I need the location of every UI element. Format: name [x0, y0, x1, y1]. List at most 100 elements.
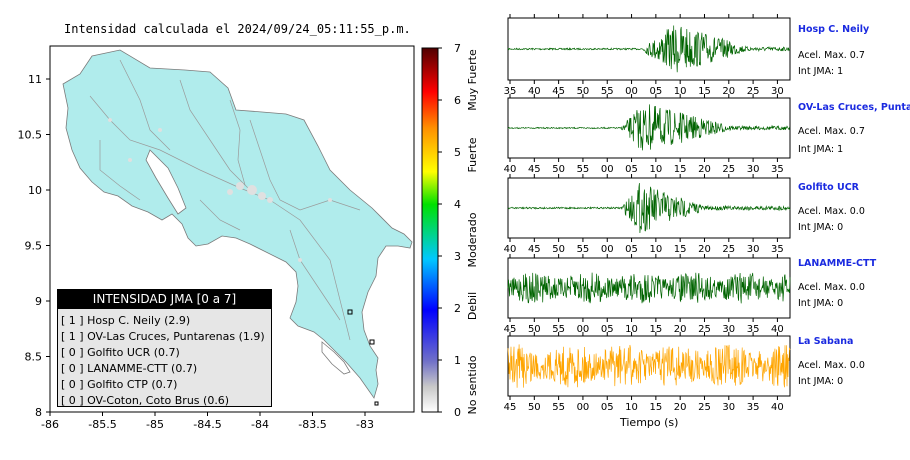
- x-axis-label: Tiempo (s): [620, 416, 679, 429]
- map-x-tick-label: -83.5: [298, 418, 326, 431]
- colorbar-ticks: 0 1 2 3 4 5 6 7: [438, 42, 461, 419]
- waveform-tick-label: 00: [577, 402, 590, 413]
- waveform-tick-label: 10: [625, 324, 638, 335]
- waveform-tick-label: 05: [625, 244, 638, 255]
- legend-title: INTENSIDAD JMA [0 a 7]: [58, 290, 271, 309]
- waveform-tick-label: 30: [722, 402, 735, 413]
- waveform-tick-label: 35: [771, 244, 784, 255]
- waveform-tick-label: 30: [747, 244, 760, 255]
- legend-item: [ 0 ] OV-Coton, Coto Brus (0.6): [61, 394, 230, 407]
- colorbar-category-label: Fuerte: [466, 137, 479, 172]
- waveform-tick-label: 25: [747, 86, 760, 97]
- map-x-tick-label: -85: [146, 418, 164, 431]
- map-x-axis: -86 -85.5 -85 -84.5 -84 -83.5 -83: [41, 412, 374, 431]
- waveform-tick-label: 25: [722, 164, 735, 175]
- waveform-tick-label: 50: [552, 244, 565, 255]
- golfo-dulce: [321, 341, 351, 375]
- station-acel: Acel. Max. 0.7: [798, 126, 865, 137]
- legend-item: [ 0 ] Golfito UCR (0.7): [61, 346, 180, 359]
- map-x-tick-label: -85.5: [88, 418, 116, 431]
- waveform-tick-label: 55: [577, 244, 590, 255]
- waveform-tick-label: 30: [722, 324, 735, 335]
- waveform-tick-label: 40: [771, 402, 784, 413]
- waveform-tick-label: 30: [771, 86, 784, 97]
- station-acel: Acel. Max. 0.0: [798, 360, 865, 371]
- waveform-tick-label: 25: [698, 402, 711, 413]
- map-y-tick-label: 11: [28, 73, 42, 86]
- waveform-tick-label: 00: [601, 164, 614, 175]
- waveform-tick-label: 15: [649, 402, 662, 413]
- colorbar-tick-label: 4: [454, 198, 461, 211]
- station-name: Hosp C. Neily: [798, 24, 870, 35]
- waveform-tick-label: 35: [771, 164, 784, 175]
- waveform-tick-label: 50: [552, 164, 565, 175]
- colorbar-tick-label: 7: [454, 42, 461, 55]
- station-acel: Acel. Max. 0.7: [798, 50, 865, 61]
- map-x-tick-label: -84: [251, 418, 269, 431]
- golfo-nicoya: [145, 149, 187, 215]
- map-y-tick-label: 8.5: [25, 351, 43, 364]
- station-acel: Acel. Max. 0.0: [798, 206, 865, 217]
- waveform-trace: [507, 272, 791, 304]
- waveform-tick-label: 20: [674, 324, 687, 335]
- station-acel: Acel. Max. 0.0: [798, 282, 865, 293]
- waveform-trace: [507, 183, 791, 234]
- waveform-tick-label: 00: [601, 244, 614, 255]
- waveform-tick-label: 10: [625, 402, 638, 413]
- waveform-tick-label: 40: [504, 164, 517, 175]
- waveform-tick-label: 00: [625, 86, 638, 97]
- map-y-tick-label: 9: [35, 295, 42, 308]
- waveform-tick-label: 20: [722, 86, 735, 97]
- waveform-tick-label: 35: [747, 402, 760, 413]
- waveform-tick-label: 35: [504, 86, 517, 97]
- legend-item: [ 1 ] OV-Las Cruces, Puntarenas (1.9): [61, 330, 265, 343]
- map-x-tick-label: -86: [41, 418, 59, 431]
- waveform-tick-label: 15: [674, 164, 687, 175]
- waveform-tick-label: 45: [552, 86, 565, 97]
- waveform-tick-label: 20: [698, 164, 711, 175]
- colorbar-category-label: Muy Fuerte: [466, 49, 479, 111]
- colorbar-category-label: No sentido: [466, 355, 479, 414]
- station-markers: [347, 309, 379, 406]
- waveform-tick-label: 15: [649, 324, 662, 335]
- waveform-tick-label: 05: [601, 402, 614, 413]
- waveform-tick-label: 25: [698, 324, 711, 335]
- legend-item: [ 1 ] Hosp C. Neily (2.9): [61, 314, 191, 327]
- colorbar-tick-label: 2: [454, 302, 461, 315]
- waveform-tick-label: 50: [577, 86, 590, 97]
- waveform-tick-label: 40: [504, 244, 517, 255]
- map-x-tick-label: -84.5: [193, 418, 221, 431]
- station-jma: Int JMA: 0: [798, 222, 844, 233]
- waveform-tick-label: 05: [649, 86, 662, 97]
- waveform-tick-label: 30: [747, 164, 760, 175]
- waveform-tick-label: 40: [771, 324, 784, 335]
- station-jma: Int JMA: 1: [798, 66, 844, 77]
- map-y-axis: 8 8.5 9 9.5 10 10.5 11: [18, 73, 50, 419]
- station-name: LANAMME-CTT: [798, 258, 877, 269]
- waveform-tick-label: 50: [528, 324, 541, 335]
- waveform-trace: [507, 344, 791, 388]
- waveform-tick-label: 45: [528, 164, 541, 175]
- station-name: La Sabana: [798, 336, 854, 347]
- waveform-trace: [507, 25, 791, 73]
- colorbar-category-label: Moderado: [466, 212, 479, 267]
- waveform-tick-label: 55: [552, 402, 565, 413]
- station-name: OV-Las Cruces, Puntar: [798, 102, 910, 113]
- waveform-tick-label: 45: [504, 324, 517, 335]
- map-y-tick-label: 9.5: [25, 240, 43, 253]
- waveform-tick-label: 40: [528, 86, 541, 97]
- legend-list: [ 1 ] Hosp C. Neily (2.9) [ 1 ] OV-Las C…: [58, 309, 271, 409]
- costa-rica-land: [62, 49, 413, 399]
- waveform-tick-label: 15: [674, 244, 687, 255]
- waveform-tick-label: 55: [601, 86, 614, 97]
- waveform-tick-label: 00: [577, 324, 590, 335]
- waveform-tick-label: 55: [552, 324, 565, 335]
- map-y-tick-label: 10.5: [18, 129, 43, 142]
- waveform-tick-label: 55: [577, 164, 590, 175]
- waveform-tick-label: 05: [601, 324, 614, 335]
- waveform-tick-label: 50: [528, 402, 541, 413]
- colorbar-categories: No sentido Debil Moderado Fuerte Muy Fuerte: [466, 49, 479, 415]
- waveform-tick-label: 10: [649, 164, 662, 175]
- station-name: Golfito UCR: [798, 182, 859, 193]
